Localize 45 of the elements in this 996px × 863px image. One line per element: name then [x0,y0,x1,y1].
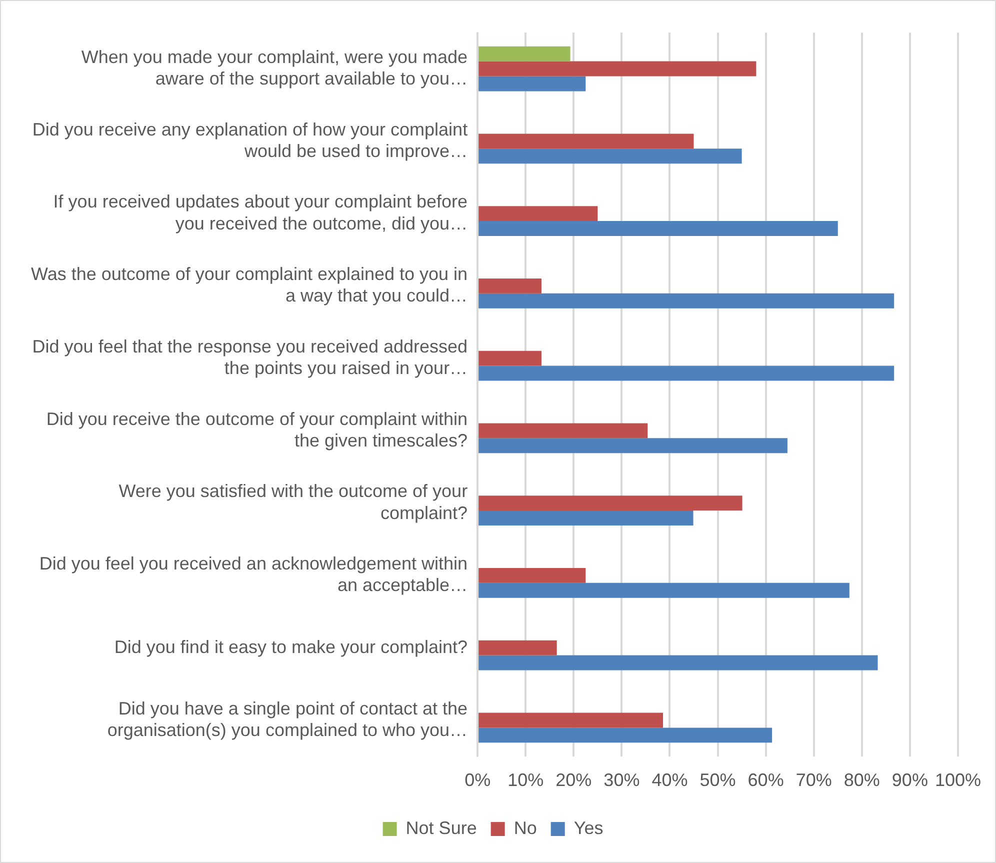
y-tick-label: Did you receive any explanation of how your complaint would be used to improve… [32,119,468,161]
legend-label: No [514,818,537,838]
bar [478,278,542,294]
bar [478,134,694,149]
bar [478,582,850,598]
bar [478,728,772,743]
x-tick-label: 50% [700,770,736,790]
x-tick-label: 10% [508,770,544,790]
bar [478,366,894,381]
x-tick-label: 70% [796,770,832,790]
bar [478,221,838,236]
x-tick-label: 80% [844,770,880,790]
x-tick-label: 40% [652,770,688,790]
y-tick-label: Was the outcome of your complaint explained to you in a way that you could… [30,264,468,306]
legend-label: Not Sure [406,818,477,838]
y-tick-label: If you received updates about your complaint before you received the outcome, did you… [53,192,468,234]
y-tick-label: Did you feel that the response you received addressed the points you raised in your… [32,336,468,378]
y-tick-label: When you made your complaint, were you made aware of the support available to you… [81,46,468,89]
bar [478,496,742,511]
bar [478,510,694,526]
bar [478,46,570,62]
x-tick-label: 20% [556,770,592,790]
bar [478,293,894,308]
bar [478,61,756,76]
bar [478,655,878,670]
x-tick-label: 90% [892,770,928,790]
bar [478,712,664,728]
legend-label: Yes [574,818,604,838]
bar [478,76,586,92]
bar [478,423,648,438]
bar [478,640,557,656]
bar [478,206,598,222]
x-tick-label: 100% [934,770,982,790]
x-tick-label: 60% [748,770,784,790]
x-tick-label: 0% [464,770,491,790]
bar [478,350,542,366]
y-tick-label: Were you satisfied with the outcome of your complaint? [118,481,468,523]
bar [478,438,788,454]
y-tick-label: Did you have a single point of contact at the organisation(s) you complained to who you… [107,698,468,740]
bar [478,148,742,164]
x-tick-label: 30% [604,770,640,790]
y-tick-label: Did you receive the outcome of your complaint within the given timescales? [46,408,468,450]
bar [478,568,586,583]
y-tick-label: Did you feel you received an acknowledgement within an acceptable… [39,554,468,596]
y-tick-label: Did you find it easy to make your complaint? [114,636,468,657]
